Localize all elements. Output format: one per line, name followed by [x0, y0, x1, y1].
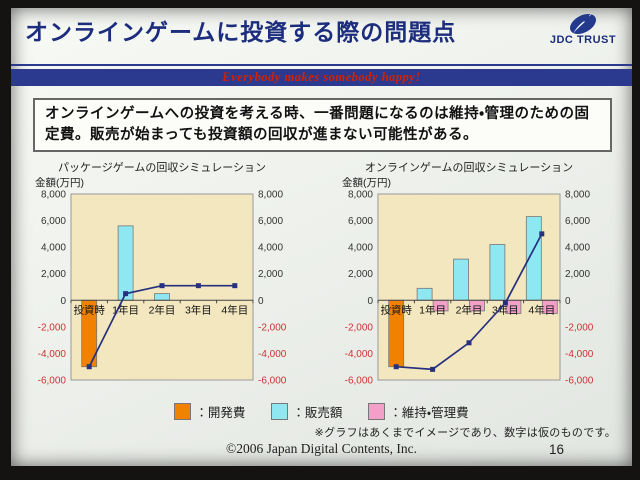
- line-marker: [430, 366, 436, 372]
- y-tick-label: 4,000: [258, 243, 283, 254]
- x-category-label: 4年目: [528, 303, 555, 316]
- page-title: オンラインゲームに投資する際の問題点: [25, 19, 457, 45]
- line-marker: [123, 291, 129, 297]
- legend-swatch: [271, 403, 289, 421]
- x-category-label: 2年目: [149, 303, 176, 316]
- y-tick-label: 0: [565, 296, 571, 307]
- bar-販売額: [117, 225, 134, 301]
- jdc-logo-text: JDC TRUST: [549, 34, 617, 46]
- x-category-label: 投資時: [380, 303, 412, 316]
- message-text: オンラインゲームへの投資を考える時、一番問題になるのは維持・管理のための固定費。…: [45, 106, 590, 144]
- y-tick-label: 4,000: [41, 243, 66, 254]
- y-tick-label: -2,000: [345, 322, 374, 333]
- y-tick-label: 0: [258, 296, 264, 307]
- legend-swatch: [368, 403, 386, 421]
- charts-row: パッケージゲームの回収シミュレーション 金額(万円) 8,000 8,000 6,000…: [11, 158, 632, 398]
- y-tick-label: -2,000: [258, 322, 287, 333]
- footer: ©2006 Japan Digital Contents, Inc. 16: [11, 441, 632, 461]
- footnote: ※グラフはあくまでイメージであり、数字は仮のものです。: [314, 427, 616, 440]
- slogan-banner: Everybody makes somebody happy!: [11, 69, 632, 86]
- legend-item: ：開発費: [174, 402, 245, 421]
- line-marker: [86, 364, 92, 370]
- y-tick-label: 2,000: [41, 269, 66, 280]
- legend-label: ：販売額: [292, 406, 343, 421]
- y-tick-label: 6,000: [348, 216, 373, 227]
- legend-label: ：開発費: [195, 406, 246, 421]
- line-marker: [539, 231, 545, 237]
- bar-販売額: [453, 258, 469, 301]
- line-marker: [393, 364, 399, 370]
- y-tick-label: 6,000: [41, 216, 66, 227]
- y-axis-label: 金額(万円): [35, 176, 84, 189]
- x-category-label: 4年目: [221, 303, 248, 316]
- chart-title: パッケージゲームの回収シミュレーション: [58, 161, 266, 174]
- header: オンラインゲームに投資する際の問題点 JDC TRUST: [11, 8, 632, 62]
- page-number: 16: [548, 442, 564, 458]
- slide: オンラインゲームに投資する際の問題点 JDC TRUST Everybody m…: [11, 8, 632, 466]
- y-tick-label: 6,000: [258, 216, 283, 227]
- y-tick-label: 2,000: [565, 269, 590, 280]
- y-tick-label: 0: [367, 296, 373, 307]
- bar-販売額: [489, 244, 506, 301]
- line-marker: [466, 340, 472, 346]
- chart-title: オンラインゲームの回収シミュレーション: [365, 161, 573, 174]
- x-category-label: 3年目: [185, 303, 212, 316]
- jdc-swirl-icon: [570, 12, 596, 34]
- y-tick-label: -6,000: [345, 376, 374, 387]
- y-tick-label: 8,000: [41, 190, 66, 201]
- y-tick-label: -4,000: [258, 349, 287, 360]
- bar-販売額: [154, 293, 170, 301]
- y-tick-label: 8,000: [258, 190, 283, 201]
- y-tick-label: 4,000: [348, 243, 373, 254]
- jdc-trust-logo: JDC TRUST: [544, 12, 622, 46]
- y-tick-label: 2,000: [348, 269, 373, 280]
- y-tick-label: -6,000: [258, 376, 287, 387]
- x-category-label: 3年目: [492, 303, 519, 316]
- legend-item: ：販売額: [271, 402, 342, 421]
- y-tick-label: -4,000: [345, 349, 374, 360]
- y-tick-label: 2,000: [258, 269, 283, 280]
- y-tick-label: 0: [60, 296, 66, 307]
- bar-販売額: [416, 287, 433, 301]
- legend-swatch: [174, 403, 192, 421]
- title-underline: [11, 64, 632, 66]
- y-tick-label: -4,000: [38, 349, 67, 360]
- message-box: オンラインゲームへの投資を考える時、一番問題になるのは維持・管理のための固定費。…: [33, 98, 612, 153]
- y-tick-label: -4,000: [565, 349, 594, 360]
- x-category-label: 投資時: [73, 303, 105, 316]
- legend-label: ：維持・管理費: [389, 406, 469, 421]
- y-tick-label: -6,000: [565, 376, 594, 387]
- y-tick-label: 6,000: [565, 216, 590, 227]
- y-tick-label: 4,000: [565, 243, 590, 254]
- line-marker: [195, 283, 201, 289]
- y-tick-label: -2,000: [38, 322, 67, 333]
- y-tick-label: -6,000: [38, 376, 67, 387]
- y-tick-label: -2,000: [565, 322, 594, 333]
- y-tick-label: 8,000: [565, 190, 590, 201]
- line-marker: [502, 300, 508, 306]
- y-tick-label: 8,000: [348, 190, 373, 201]
- x-category-label: 1年目: [419, 303, 446, 316]
- copyright: ©2006 Japan Digital Contents, Inc.: [226, 441, 417, 457]
- x-category-label: 2年目: [456, 303, 483, 316]
- line-marker: [159, 283, 165, 289]
- legend: ：開発費 ：販売額 ：維持・管理費: [11, 402, 632, 421]
- y-axis-label: 金額(万円): [342, 176, 391, 189]
- legend-item: ：維持・管理費: [368, 402, 469, 421]
- line-marker: [232, 283, 238, 289]
- slogan-text: Everybody makes somebody happy!: [222, 70, 421, 84]
